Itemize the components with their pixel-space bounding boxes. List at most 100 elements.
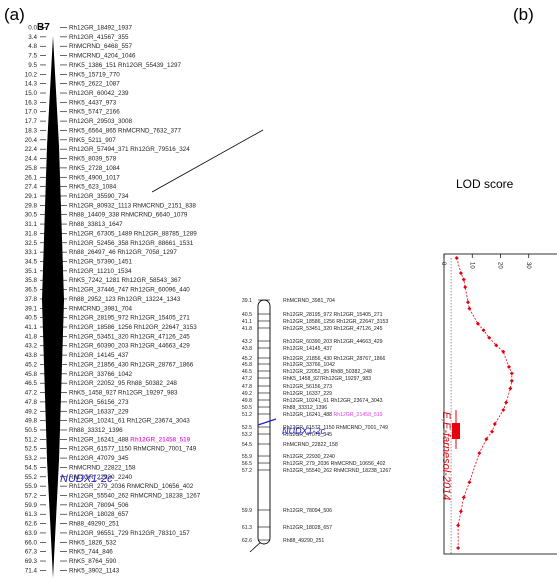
marker-name: Rh12GR_57390_1451 (69, 259, 133, 266)
marker-name: RhK5_7242_1281 Rh12GR_58543_367 (69, 277, 182, 284)
marker-name: RhMCRND_6468_557 (69, 43, 133, 50)
lod-point (463, 285, 468, 290)
marker-name: RhK5_5747_2166 (69, 109, 120, 116)
marker-position: 15.0 (25, 90, 38, 97)
marker-name: Rh88_33312_1396 (69, 427, 123, 434)
zoom-marker-name: Rh12GR_78094_506 (283, 508, 332, 514)
zoom-marker-name: Rh12GR_56156_273 (283, 384, 332, 390)
lod-title: LOD score (456, 177, 514, 191)
marker-position: 4.8 (28, 43, 37, 50)
zoom-marker-position: 49.8 (242, 398, 252, 404)
zoom-marker-position: 46.5 (242, 369, 252, 375)
zoom-marker-position: 47.8 (242, 384, 252, 390)
zoom-marker-position: 54.5 (242, 442, 252, 448)
marker-name: Rh12GR_52456_358 Rh12GR_88661_1531 (69, 240, 194, 247)
main-marker-ticks (40, 27, 67, 571)
marker-position: 31.8 (25, 230, 38, 237)
marker-position: 30.5 (25, 212, 38, 219)
marker-name: RhK5_4900_1017 (69, 174, 120, 181)
lod-point (477, 451, 482, 456)
marker-position: 10.2 (25, 71, 38, 78)
marker-position: 18.3 (25, 127, 38, 134)
marker-name: Rh88_33813_1647 (69, 221, 123, 228)
marker-name: Rh12GR_29503_3008 (69, 118, 133, 125)
marker-position: 16.3 (25, 99, 38, 106)
lod-axis: 0 10 20 30 (440, 253, 557, 555)
zoom-marker-name: RhMCRND_22822_158 (283, 442, 338, 448)
zoom-marker-name: Rh12GR_21856_430 Rh12GR_28767_1866 (283, 356, 386, 362)
marker-name: Rh12GR_21856_430 Rh12GR_28767_1866 (69, 361, 194, 368)
lod-point (458, 271, 463, 276)
marker-name: Rh12GR_16337_229 (69, 408, 129, 415)
zoom-marker-position: 50.5 (242, 405, 252, 411)
marker-position: 36.5 (25, 287, 38, 294)
zoom-marker-position: 43.8 (242, 346, 252, 352)
marker-name: RhK5_4437_973 (69, 99, 117, 106)
lod-point (501, 408, 506, 413)
zoom-marker-position: 43.2 (242, 339, 252, 345)
lod-point (490, 429, 495, 434)
marker-position: 32.5 (25, 240, 38, 247)
zoom-marker-name: Rh12GR_22052_95 Rh88_50382_248 (283, 369, 372, 375)
marker-name: Rh12GR_16241_488 Rh12GR_21458_519 (69, 436, 191, 443)
marker-name: Rh12GR_11210_1534 (69, 268, 132, 275)
zoom-marker-ticks (257, 299, 277, 541)
lod-point (484, 437, 489, 442)
zoom-marker-name: Rh12GR_16337_229 (283, 391, 332, 397)
marker-position: 54.5 (25, 464, 38, 471)
zoom-marker-positions: 39.1 40.541.141.8 43.243.8 45.245.846.547.2… (242, 298, 252, 544)
lod-curve-line (456, 257, 513, 548)
zoom-marker-position: 41.1 (242, 319, 252, 325)
marker-position: 47.2 (25, 390, 38, 397)
lod-point (458, 509, 463, 514)
marker-position: 59.9 (25, 502, 38, 509)
lod-point (461, 277, 466, 282)
lod-point (501, 349, 506, 354)
zoom-marker-name: Rh12GR_18028_657 (283, 525, 332, 531)
zoom-marker-name: Rh12GR_33766_1042 (283, 362, 335, 368)
zoom-marker-name: Rh12GR_14145_437 (283, 346, 332, 352)
zoom-marker-position: 47.2 (242, 376, 252, 382)
zoom-marker-position: 62.6 (242, 538, 252, 544)
zoom-marker-name: Rh12GR_18586_1256 Rh12GR_22647_3153 (283, 319, 388, 325)
marker-position: 14.3 (25, 81, 38, 88)
marker-name: Rh12GR_55540_262 RhMCRND_18238_1267 (69, 493, 201, 500)
linkage-group-chromosome (42, 36, 64, 578)
zoom-marker-position: 45.8 (242, 362, 252, 368)
lod-point (466, 300, 471, 305)
zoom-marker-position: 61.3 (242, 525, 252, 531)
lod-point (506, 364, 511, 369)
marker-name: RhK5_744_846 (69, 549, 113, 556)
marker-position: 7.5 (28, 53, 37, 60)
marker-name: RhK5_8764_590 (69, 558, 117, 565)
marker-name: RhK5_1458_927 Rh12GR_19297_983 (69, 390, 178, 397)
marker-name: Rh12GR_47079_345 (69, 455, 129, 462)
marker-name: Rh12GR_78094_506 (69, 502, 129, 509)
marker-position: 41.1 (25, 324, 38, 331)
zoom-marker-position: 45.2 (242, 356, 252, 362)
marker-position: 41.8 (25, 333, 38, 340)
zoom-marker-position: 56.5 (242, 461, 252, 467)
zoom-marker-position: 39.1 (242, 298, 252, 304)
lod-point (456, 546, 461, 550)
marker-position: 51.2 (25, 436, 38, 443)
marker-position: 31.1 (25, 221, 38, 228)
marker-name: Rh12GR_22930_2240 (69, 474, 133, 481)
zoom-marker-name: Rh12GR_22930_2240 (283, 454, 335, 460)
marker-name: Rh12GR_61577_1150 RhMCRND_7001_749 (69, 446, 197, 453)
zoom-marker-name: Rh12GR_53451_320 Rh12GR_47126_245 (283, 326, 383, 332)
marker-name: Rh88_26497_46 Rh12GR_7058_1297 (69, 249, 177, 256)
lod-point (467, 306, 472, 311)
gene-label-zoom: NUDX1-2c (282, 426, 326, 436)
lod-point (509, 371, 514, 376)
marker-position: 45.8 (25, 371, 38, 378)
lod-point (467, 480, 472, 485)
zoom-marker-name: Rh12GR_47079_345 (283, 432, 332, 438)
marker-position: 22.4 (25, 146, 38, 153)
marker-position: 34.5 (25, 259, 38, 266)
lod-frame (443, 253, 557, 555)
marker-position: 57.2 (25, 493, 38, 500)
marker-name: Rh12GR_57494_371 Rh12GR_79516_324 (69, 146, 190, 153)
marker-position: 33.1 (25, 249, 38, 256)
marker-position: 61.3 (25, 511, 38, 518)
